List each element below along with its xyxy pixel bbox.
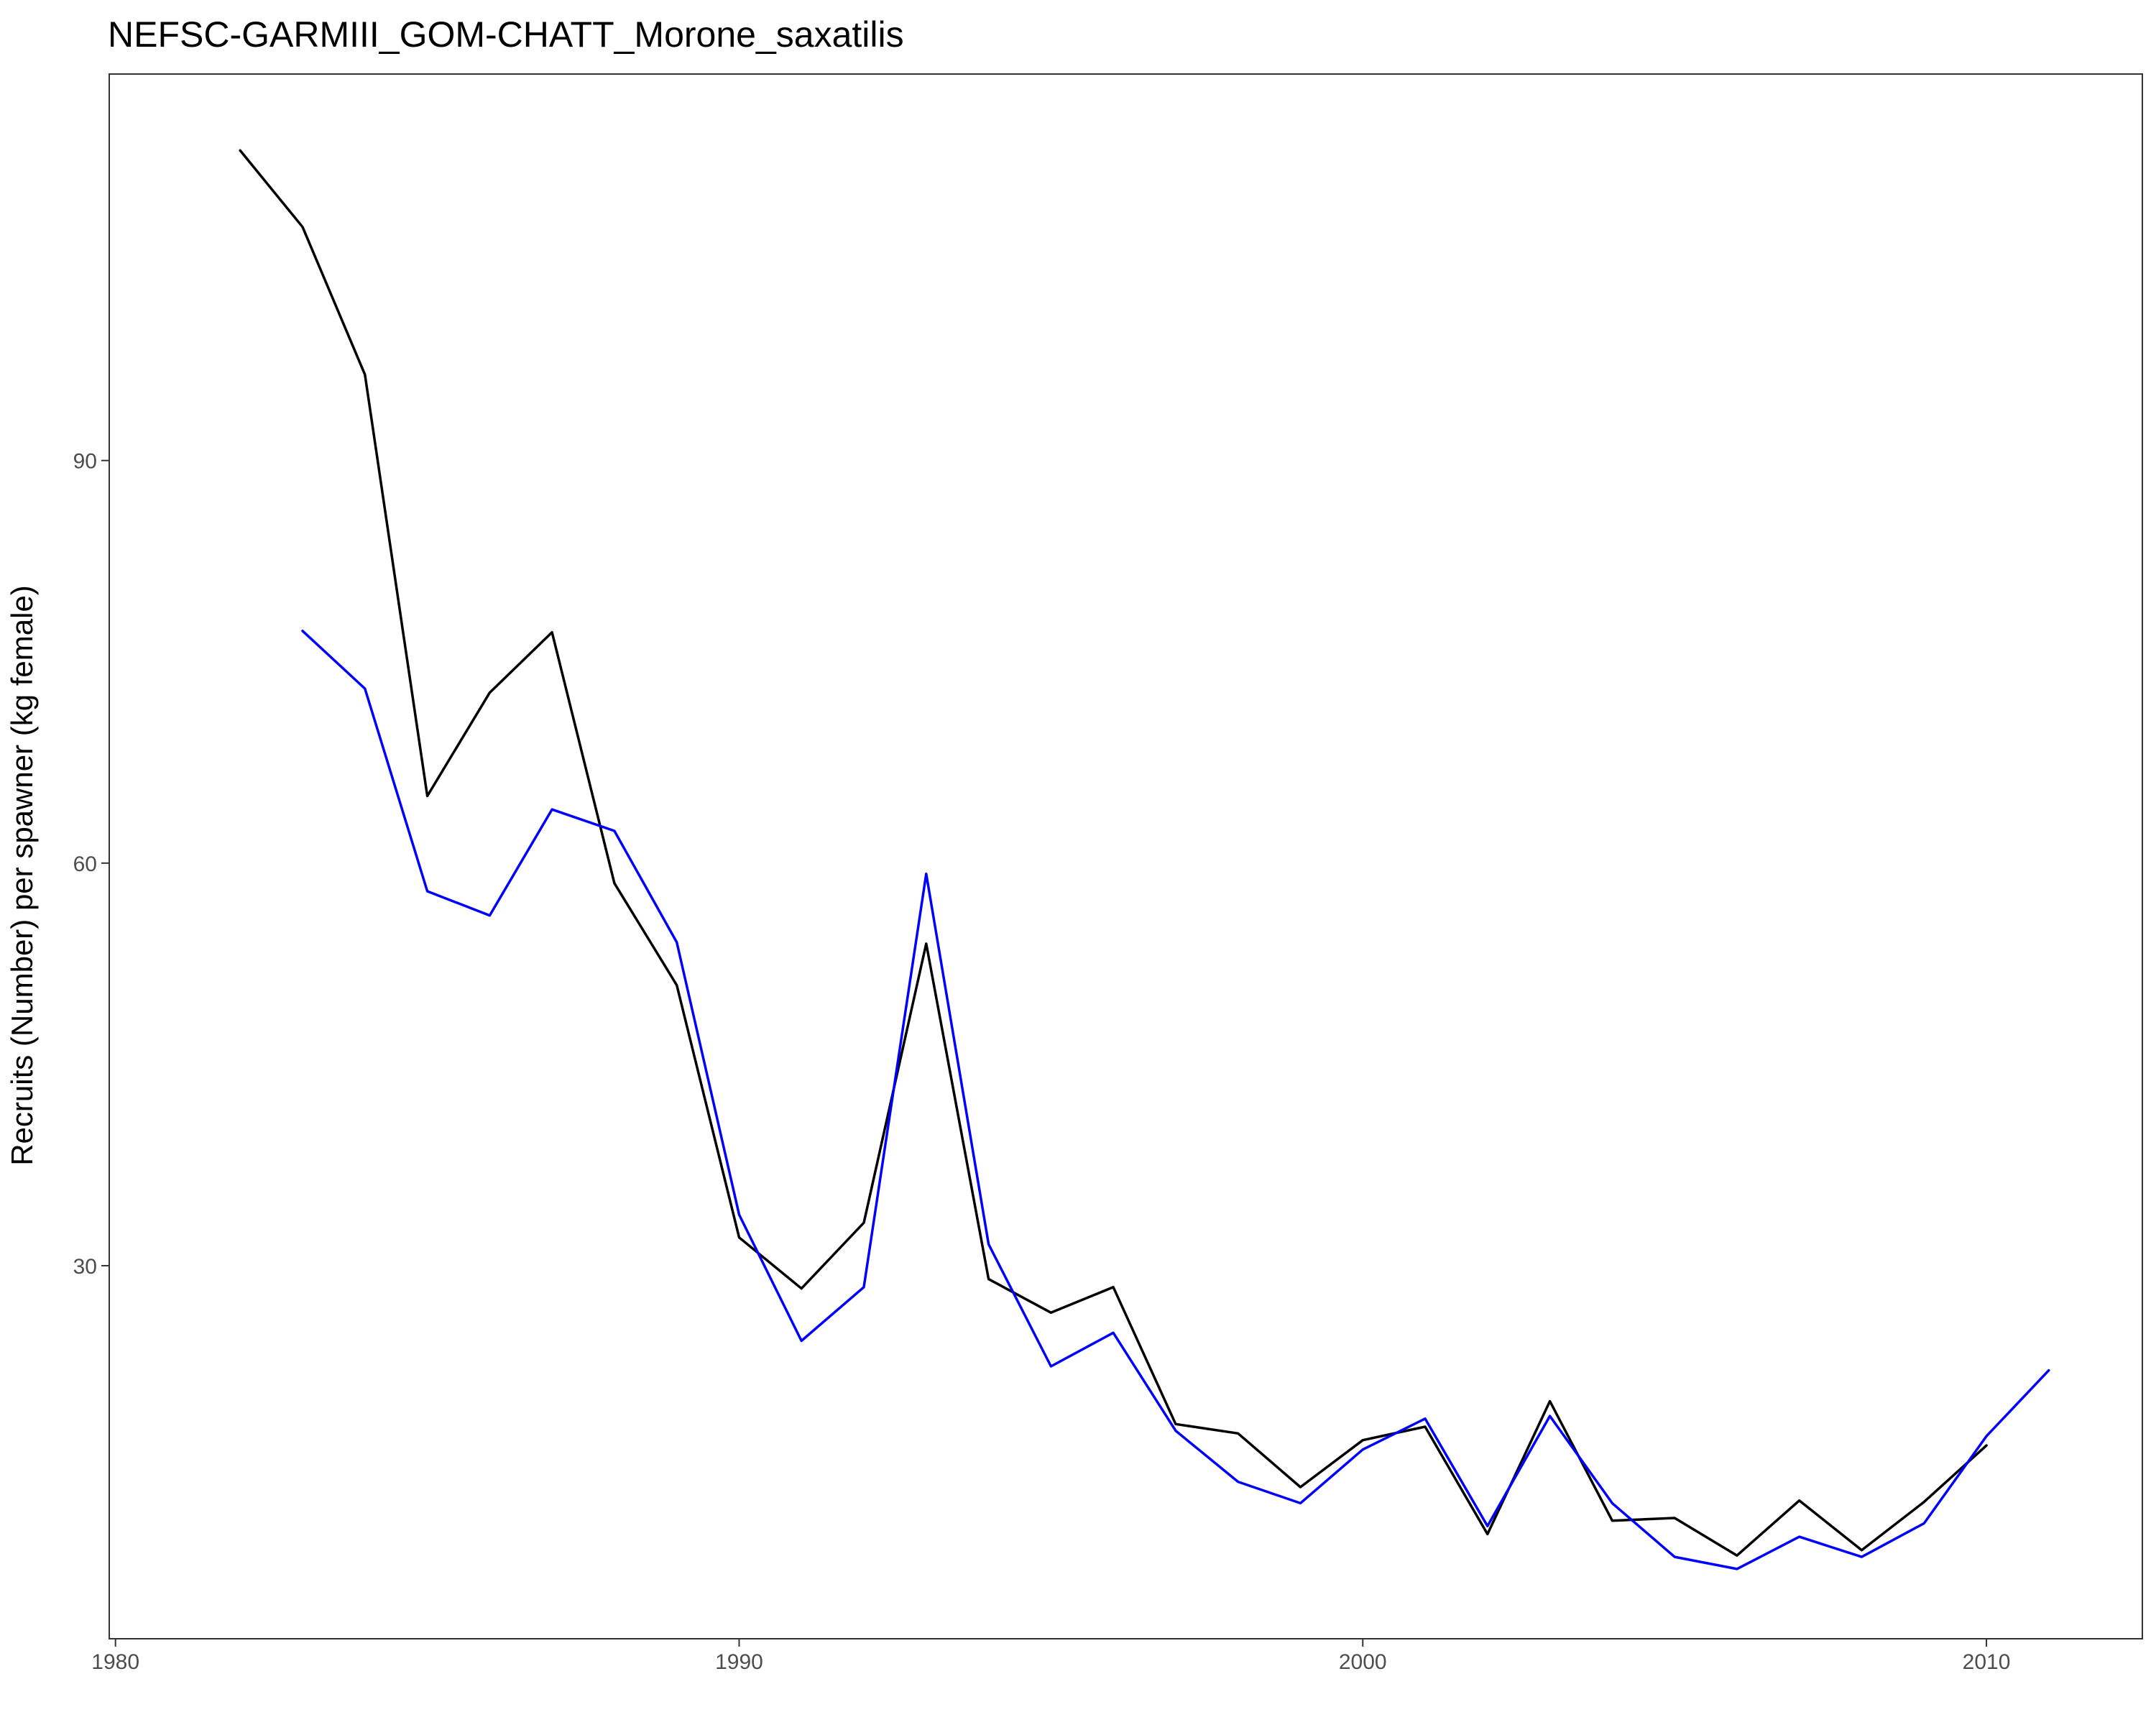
plot-panel <box>109 73 2143 1639</box>
y-axis-label: Recruits (Number) per spawner (kg female… <box>5 585 39 1166</box>
x-tick-label: 1990 <box>715 1650 763 1674</box>
x-tick-label: 2000 <box>1339 1650 1387 1674</box>
y-tick-label: 90 <box>73 450 97 474</box>
x-tick-label: 2010 <box>1963 1650 2011 1674</box>
chart-title: NEFSC-GARMIII_GOM-CHATT_Morone_saxatilis <box>108 14 904 55</box>
series-layer <box>239 149 2050 1570</box>
x-tick-label: 1980 <box>91 1650 139 1674</box>
series-line-1 <box>239 149 1988 1557</box>
series-line-2 <box>301 630 2050 1570</box>
y-tick-label: 60 <box>73 852 97 876</box>
y-axis: 30 60 90 <box>73 450 109 1279</box>
x-axis: 1980 1990 2000 2010 <box>91 1639 2010 1674</box>
y-tick-label: 30 <box>73 1255 97 1279</box>
